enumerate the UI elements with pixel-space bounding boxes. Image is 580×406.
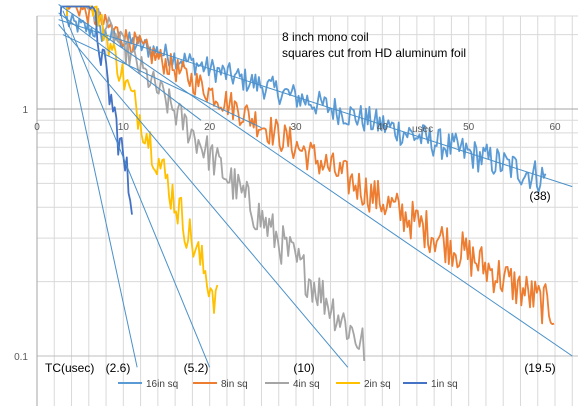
fit-line — [60, 14, 138, 368]
x-tick-label: 30 — [290, 122, 302, 133]
x-tick-label: 50 — [463, 122, 475, 133]
legend-label-4in-sq: 4in sq — [293, 379, 320, 390]
data-series — [59, 5, 555, 361]
x-tick-label: 10 — [118, 122, 130, 133]
fit-lines — [58, 4, 573, 368]
tc-value-4in-sq: (10) — [293, 361, 314, 375]
series-2in-sq — [65, 5, 219, 314]
legend-label-16in-sq: 16in sq — [146, 379, 178, 390]
tc-value-2in-sq: (5.2) — [184, 361, 209, 375]
tc-value-8in-sq: (19.5) — [524, 361, 555, 375]
axes — [36, 16, 578, 406]
fit-line — [58, 12, 202, 121]
fit-line — [62, 10, 211, 368]
fit-line — [58, 24, 349, 368]
series-1in-sq — [59, 5, 133, 215]
x-axis-title: usec — [412, 124, 433, 135]
tick-labels: 0 10 20 30 40 50 60 0.1 1 — [14, 105, 561, 363]
legend-label-1in-sq: 1in sq — [431, 379, 458, 390]
annotation-line2: squares cut from HD aluminum foil — [282, 46, 466, 60]
tc-value-16in-sq: (38) — [529, 189, 550, 203]
legend-label-8in-sq: 8in sq — [221, 379, 248, 390]
legend: 16in sq 8in sq 4in sq 2in sq 1in sq — [118, 379, 458, 390]
annotation-line1: 8 inch mono coil — [282, 30, 369, 44]
legend-label-2in-sq: 2in sq — [364, 379, 391, 390]
tc-value-labels: (38) (19.5) (10) (5.2) (2.6) — [106, 189, 556, 375]
x-tick-label: 40 — [377, 122, 389, 133]
fit-line — [58, 19, 573, 188]
x-tick-label: 60 — [549, 122, 561, 133]
y-tick-label: 1 — [22, 105, 28, 116]
fit-line — [62, 34, 262, 129]
x-tick-label: 0 — [34, 122, 40, 133]
tc-label: TC(usec) — [45, 361, 94, 375]
y-tick-label: 0.1 — [14, 352, 28, 363]
x-tick-label: 20 — [204, 122, 216, 133]
series-4in-sq — [65, 5, 366, 361]
series-8in-sq — [65, 5, 555, 326]
tc-value-1in-sq: (2.6) — [106, 361, 131, 375]
fit-line — [58, 4, 573, 357]
